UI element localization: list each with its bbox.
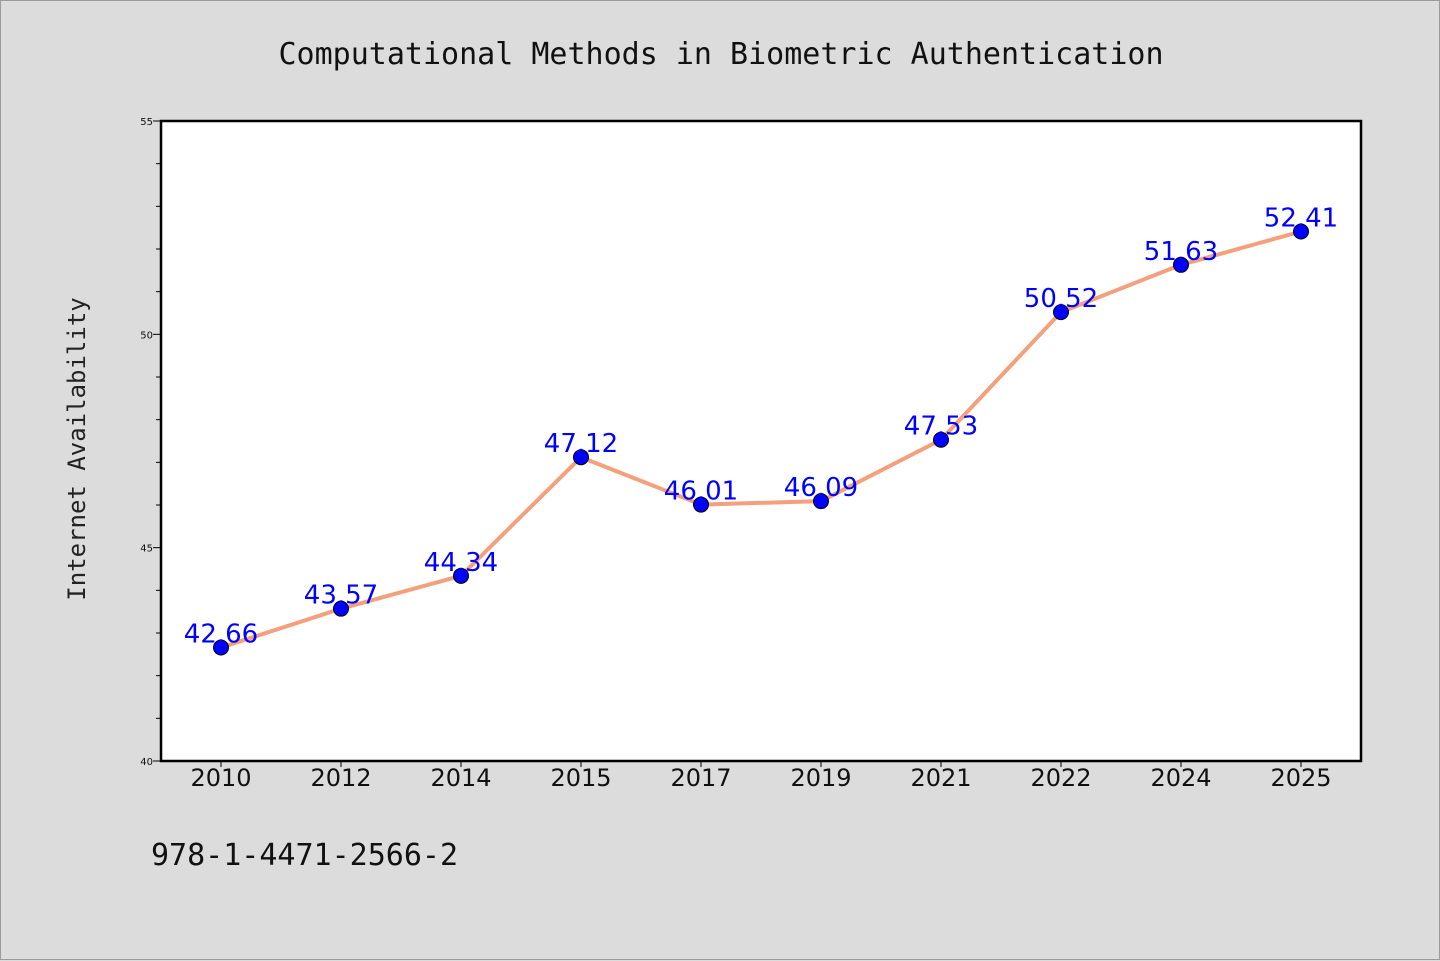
data-point bbox=[1173, 256, 1189, 273]
data-point bbox=[453, 567, 469, 584]
data-label: 47.12 bbox=[544, 429, 618, 459]
data-label: 42.66 bbox=[184, 620, 258, 650]
x-tick-label: 2017 bbox=[670, 764, 731, 792]
x-tick-label: 2012 bbox=[310, 764, 371, 792]
plot-area bbox=[159, 119, 1363, 763]
y-axis: 40 45 50 55 bbox=[140, 117, 161, 768]
series-line bbox=[219, 229, 1303, 650]
data-label: 47.53 bbox=[904, 412, 978, 442]
x-tick-label: 2024 bbox=[1150, 764, 1211, 792]
y-axis-label: Internet Availability bbox=[63, 297, 91, 600]
x-tick-label: 2022 bbox=[1030, 764, 1091, 792]
x-tick-label: 2019 bbox=[790, 764, 851, 792]
x-tick-label: 2014 bbox=[430, 764, 491, 792]
data-point bbox=[333, 600, 349, 617]
series-line-group bbox=[213, 223, 1309, 656]
data-point bbox=[213, 639, 229, 656]
x-tick-label: 2021 bbox=[910, 764, 971, 792]
y-tick-label: 40 bbox=[140, 757, 153, 768]
chart-title: Computational Methods in Biometric Authe… bbox=[278, 37, 1163, 72]
x-tick-label: 2015 bbox=[550, 764, 611, 792]
x-tick-label: 2025 bbox=[1270, 764, 1331, 792]
data-point bbox=[1293, 223, 1309, 240]
data-point bbox=[1053, 304, 1069, 321]
data-label: 43.57 bbox=[304, 581, 378, 611]
data-label: 44.34 bbox=[424, 548, 498, 578]
isbn-text: 978-1-4471-2566-2 bbox=[151, 838, 458, 873]
data-label: 50.52 bbox=[1024, 284, 1098, 314]
x-tick-label: 2010 bbox=[190, 764, 251, 792]
data-point bbox=[573, 449, 589, 466]
data-label: 52.41 bbox=[1264, 204, 1338, 234]
y-tick-label: 55 bbox=[140, 117, 153, 128]
data-point bbox=[813, 493, 829, 510]
data-point bbox=[693, 496, 709, 513]
x-axis: 2010 2012 2014 2015 2017 2019 2021 2022 2024 2025 bbox=[190, 761, 1332, 792]
data-point bbox=[933, 431, 949, 448]
data-label: 51.63 bbox=[1144, 237, 1218, 267]
y-tick-label: 45 bbox=[140, 544, 153, 555]
data-label: 46.01 bbox=[664, 477, 738, 507]
data-label-group: 42.66 43.57 44.34 47.12 46.01 46.09 47.53 50.52… bbox=[184, 204, 1338, 650]
data-label: 46.09 bbox=[784, 473, 858, 503]
y-tick-label: 50 bbox=[140, 330, 153, 341]
